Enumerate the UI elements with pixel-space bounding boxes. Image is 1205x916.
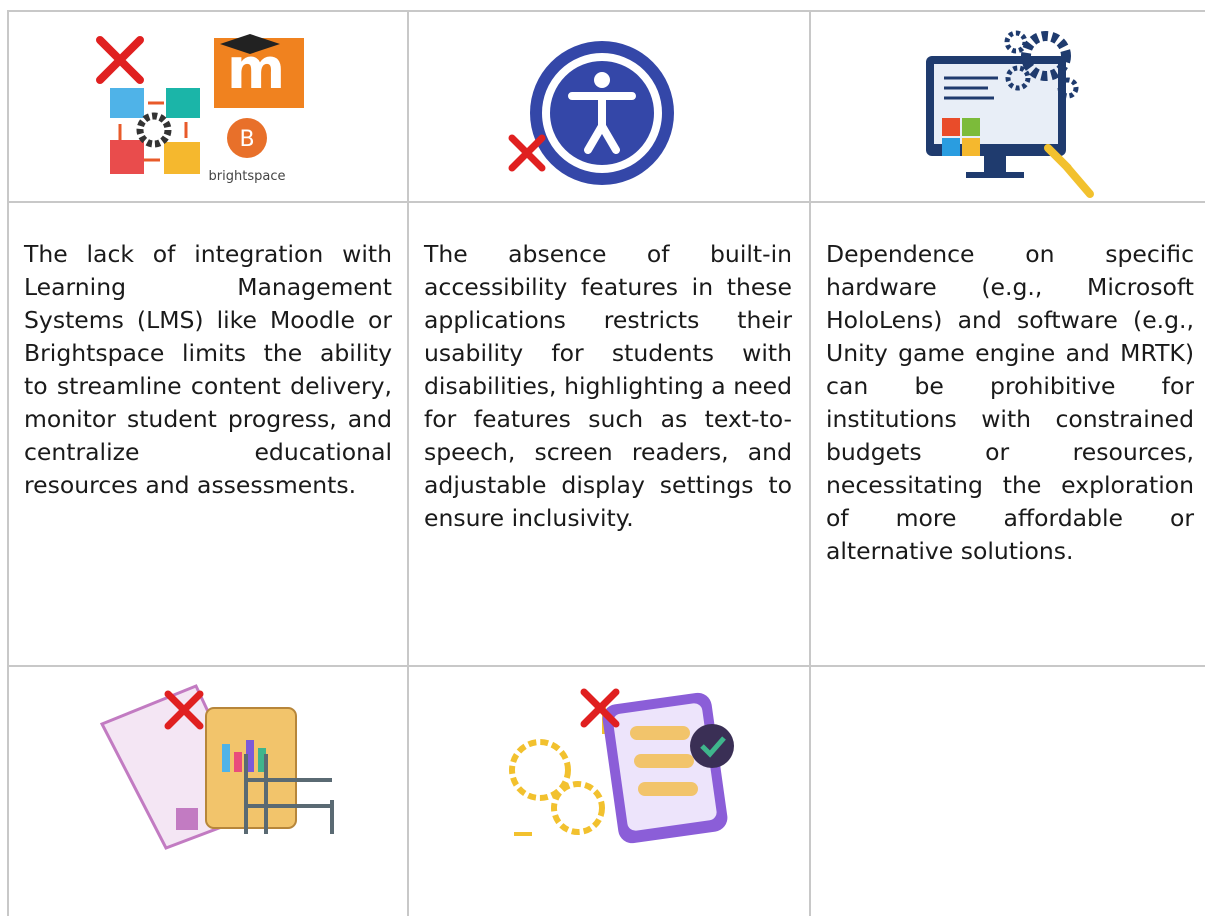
cell-text: Dependence on specific hardware (e.g., M… bbox=[826, 240, 1194, 565]
hardware-icon bbox=[926, 30, 1094, 198]
planning-icon bbox=[99, 684, 334, 850]
table-border bbox=[7, 10, 9, 916]
table-border bbox=[8, 201, 1205, 203]
cell-text: The lack of integration with Learning Ma… bbox=[24, 240, 392, 499]
table-border bbox=[407, 10, 409, 916]
brightspace-mark: B bbox=[239, 127, 254, 152]
accessibility-icon bbox=[508, 41, 674, 185]
table-border bbox=[809, 10, 811, 916]
lms-icon: m B brightspace bbox=[96, 34, 304, 184]
table-border bbox=[8, 665, 1205, 667]
settings-icon bbox=[509, 688, 734, 844]
brightspace-logo: brightspace bbox=[209, 169, 286, 184]
table-border bbox=[8, 10, 1205, 12]
cell-text: The absence of built-in accessibility fe… bbox=[424, 240, 792, 532]
